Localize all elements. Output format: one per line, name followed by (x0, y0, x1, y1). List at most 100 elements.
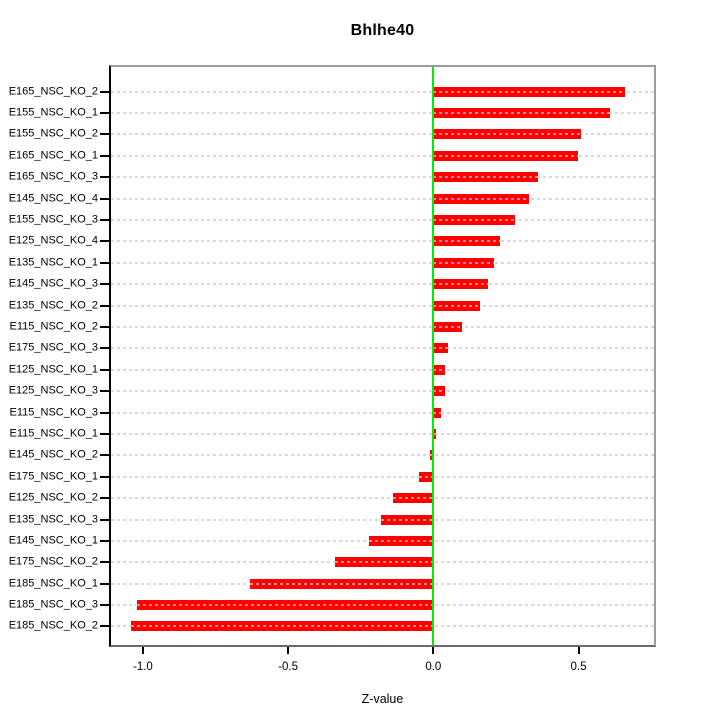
category-label: E145_NSC_KO_3 (8, 277, 98, 290)
y-axis-tick (100, 368, 109, 371)
bar (433, 428, 437, 439)
grid-line (111, 325, 654, 328)
grid-line (111, 368, 654, 371)
bar (433, 236, 501, 247)
grid-line (111, 240, 654, 243)
bar-dash-pattern (137, 604, 434, 607)
grid-line (111, 261, 654, 264)
category-label: E115_NSC_KO_1 (9, 427, 98, 440)
bar-row: E145_NSC_KO_1 (9, 530, 654, 551)
bar-row: E125_NSC_KO_4 (9, 231, 654, 252)
bar-row: E175_NSC_KO_1 (9, 466, 654, 487)
y-axis-tick (100, 347, 109, 350)
y-axis-tick (100, 197, 109, 200)
y-axis-tick (100, 390, 109, 393)
x-axis-label: Z-value (361, 692, 404, 706)
bar-row: E155_NSC_KO_1 (9, 102, 654, 123)
category-label: E145_NSC_KO_4 (8, 192, 98, 205)
bar (369, 535, 434, 546)
category-label: E175_NSC_KO_1 (8, 470, 98, 483)
bar-dash-pattern (418, 475, 434, 478)
bar-row: E145_NSC_KO_2 (9, 445, 654, 466)
bar (433, 86, 625, 97)
bar-row: E125_NSC_KO_3 (9, 380, 654, 401)
bar (433, 343, 448, 354)
bar-dash-pattern (433, 261, 495, 264)
x-axis-tick (432, 647, 435, 654)
bar (433, 321, 463, 332)
grid-line (111, 197, 654, 200)
bar-row: E165_NSC_KO_1 (9, 145, 654, 166)
bar-dash-pattern (433, 347, 448, 350)
y-axis-tick (100, 604, 109, 607)
bar-dash-pattern (433, 90, 625, 93)
bar-dash-pattern (430, 454, 434, 457)
bar (433, 407, 441, 418)
category-label: E165_NSC_KO_1 (8, 149, 98, 162)
bar-dash-pattern (433, 197, 530, 200)
bar-dash-pattern (369, 539, 434, 542)
grid-line (111, 347, 654, 350)
bar-row: E115_NSC_KO_3 (10, 402, 654, 423)
category-label: E145_NSC_KO_1 (8, 534, 98, 547)
chart-title: Bhlhe40 (350, 22, 415, 39)
bar-dash-pattern (433, 304, 480, 307)
y-axis-tick (100, 283, 109, 286)
bar-dash-pattern (433, 112, 611, 115)
grid-line (111, 475, 654, 478)
grid-line (111, 454, 654, 457)
bar-row: E125_NSC_KO_1 (9, 359, 654, 380)
bar-row: E135_NSC_KO_1 (9, 252, 654, 273)
bar-row: E155_NSC_KO_3 (9, 209, 654, 230)
category-label: E155_NSC_KO_1 (8, 106, 98, 119)
bar-row: E145_NSC_KO_3 (9, 274, 654, 295)
y-axis-tick (100, 625, 109, 628)
bar (433, 386, 445, 397)
bar (418, 471, 434, 482)
y-axis-tick (100, 240, 109, 243)
y-axis-tick (100, 304, 109, 307)
y-axis-tick (100, 454, 109, 457)
bar-dash-pattern (433, 368, 445, 371)
y-axis-tick (100, 497, 109, 500)
bar (433, 172, 538, 183)
bar (381, 514, 434, 525)
category-label: E175_NSC_KO_2 (8, 555, 98, 568)
y-axis-tick (100, 90, 109, 93)
bar (433, 129, 582, 140)
bar-row: E165_NSC_KO_3 (9, 167, 654, 188)
category-label: E185_NSC_KO_1 (8, 577, 98, 590)
category-label: E125_NSC_KO_3 (8, 384, 98, 397)
bar-row: E115_NSC_KO_2 (10, 316, 654, 337)
bar-dash-pattern (433, 325, 463, 328)
y-axis-tick (100, 219, 109, 222)
grid-line (111, 411, 654, 414)
grid-line (111, 432, 654, 435)
bar-dash-pattern (433, 133, 582, 136)
y-axis-tick (100, 432, 109, 435)
bar-dash-pattern (392, 497, 434, 500)
bar (250, 578, 434, 589)
category-label: E165_NSC_KO_3 (8, 170, 98, 183)
bar-row: E185_NSC_KO_3 (9, 594, 654, 615)
y-axis-tick (100, 475, 109, 478)
plot-panel: E165_NSC_KO_2 E155_NSC_KO_1 E155_NSC_KO_2 E… (9, 65, 656, 647)
x-tick-label: -0.5 (278, 661, 299, 673)
bar-dash-pattern (381, 518, 434, 521)
category-label: E155_NSC_KO_2 (8, 127, 98, 140)
category-label: E185_NSC_KO_2 (8, 619, 98, 632)
x-axis-tick (287, 647, 290, 654)
bar-dash-pattern (131, 625, 434, 628)
bar-row: E155_NSC_KO_2 (9, 124, 654, 145)
grid-line (111, 176, 654, 179)
bar (131, 621, 434, 632)
y-axis-tick (100, 133, 109, 136)
bar-dash-pattern (433, 432, 437, 435)
bar (433, 279, 489, 290)
category-label: E175_NSC_KO_3 (8, 341, 98, 354)
bar-row: E185_NSC_KO_1 (9, 573, 654, 594)
x-axis-tick (577, 647, 580, 654)
bar (433, 215, 515, 226)
bar-row: E175_NSC_KO_3 (9, 338, 654, 359)
x-tick-label: 0.0 (425, 661, 442, 673)
